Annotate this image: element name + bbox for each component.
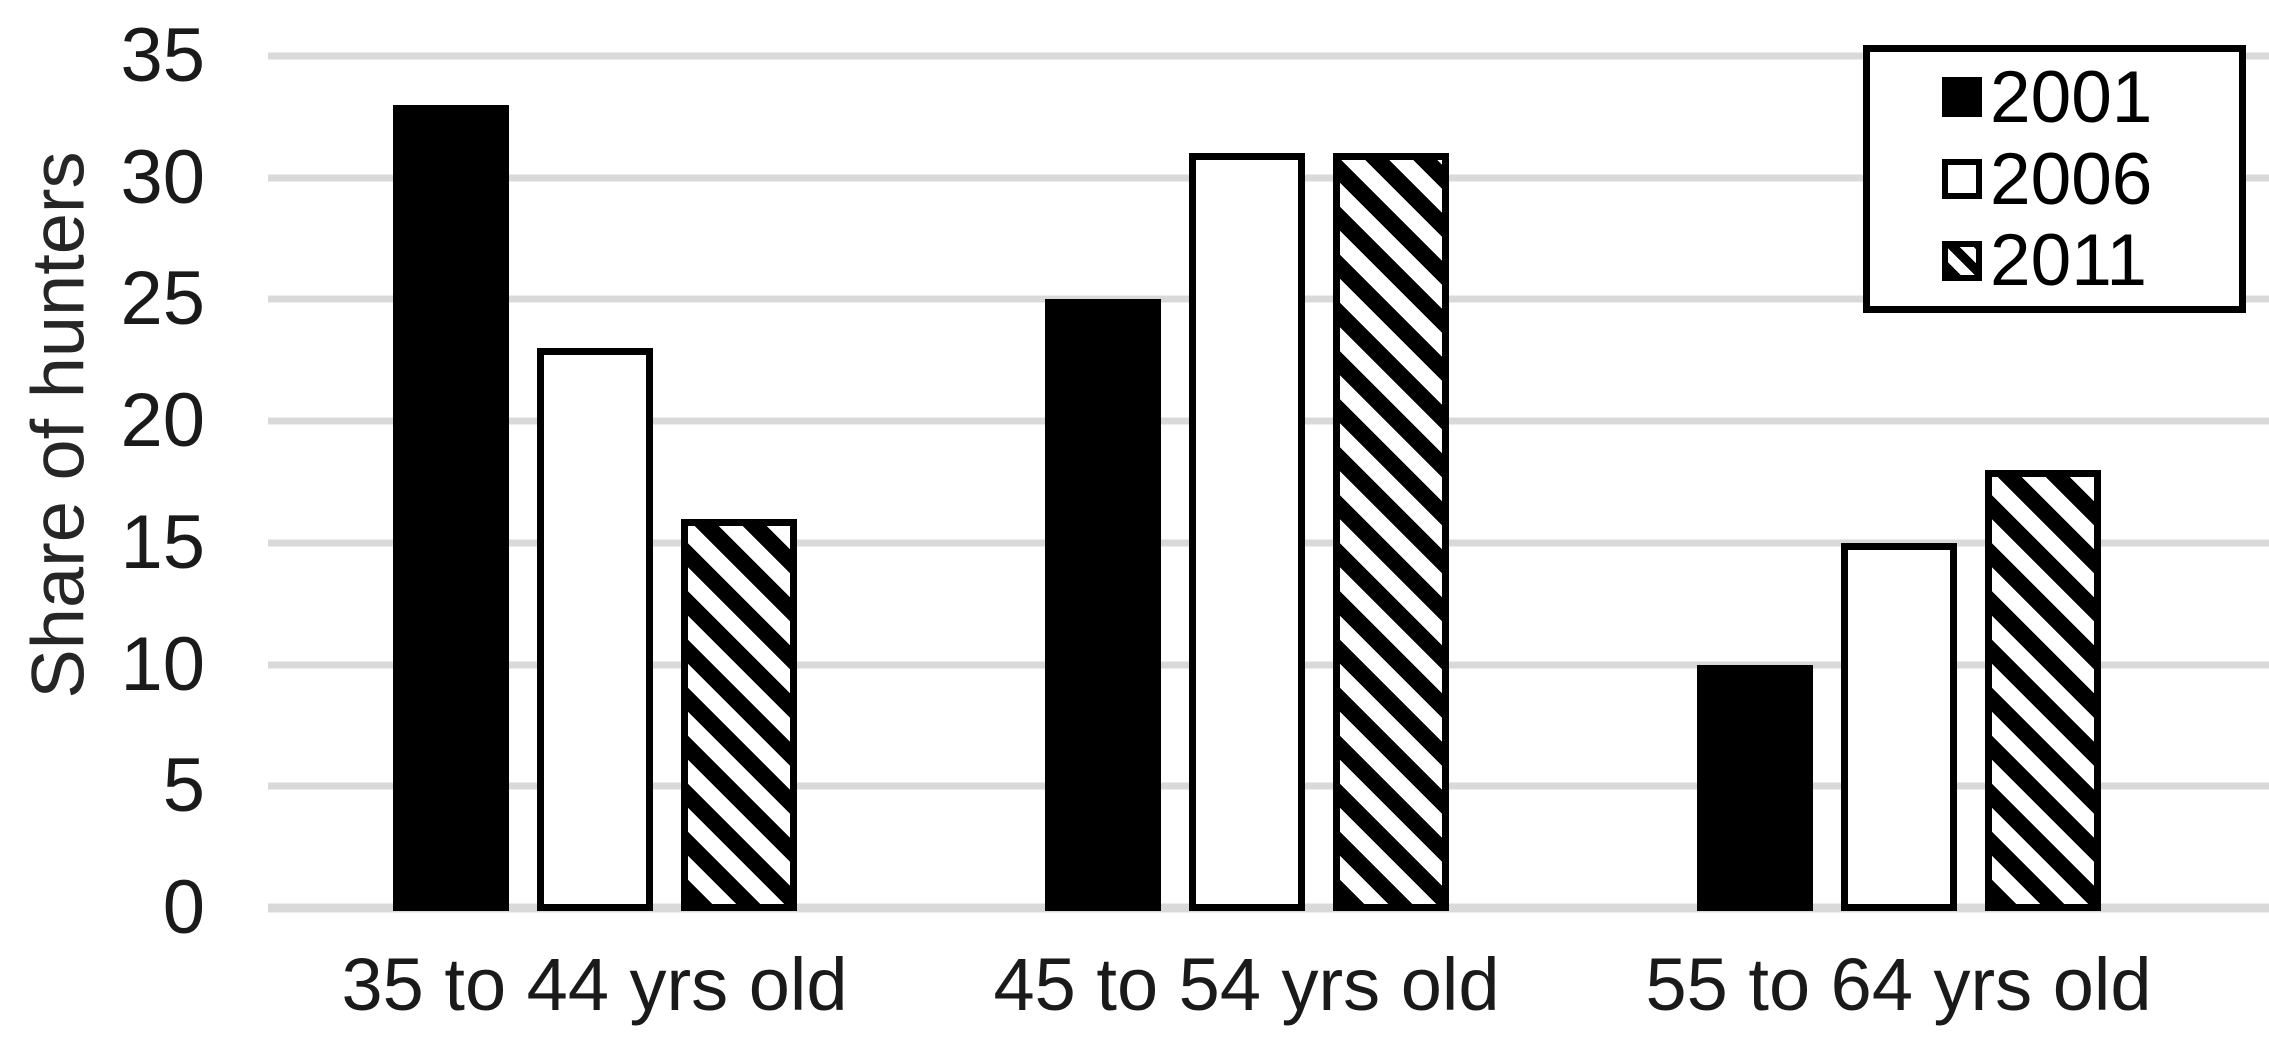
legend-label-2006: 2006 <box>1990 138 2153 220</box>
bar-2006-55-to-64-yrs-old <box>1840 542 1957 911</box>
legend-item-2001: 2001 <box>1942 61 2239 134</box>
legend-swatch-2011-icon <box>1942 240 1982 281</box>
legend-item-2011: 2011 <box>1942 224 2239 297</box>
y-tick-label-15: 15 <box>120 499 205 585</box>
x-axis-label-45-to-54-yrs-old: 45 to 54 yrs old <box>993 943 1500 1026</box>
y-tick-label-35: 35 <box>120 13 205 98</box>
bar-2006-45-to-54-yrs-old <box>1188 153 1305 911</box>
plot-area <box>268 52 2269 913</box>
y-tick-label-10: 10 <box>120 621 205 707</box>
legend-swatch-2006-icon <box>1942 159 1982 199</box>
y-tick-label-0: 0 <box>162 865 205 950</box>
legend-label-2001: 2001 <box>1990 56 2153 138</box>
x-axis-label-35-to-44-yrs-old: 35 to 44 yrs old <box>341 943 848 1026</box>
legend: 2001 2006 2011 <box>1863 45 2246 313</box>
gridline-35 <box>268 52 2269 60</box>
legend-item-2006: 2006 <box>1942 143 2239 216</box>
y-tick-label-30: 30 <box>120 134 205 220</box>
bar-2006-35-to-44-yrs-old <box>536 348 653 911</box>
y-tick-label-20: 20 <box>120 378 205 464</box>
x-axis-label-55-to-64-yrs-old: 55 to 64 yrs old <box>1645 943 2152 1026</box>
bar-2001-45-to-54-yrs-old <box>1044 299 1161 911</box>
bar-2011-55-to-64-yrs-old <box>1984 469 2101 911</box>
legend-label-2011: 2011 <box>1990 220 2147 302</box>
bar-2011-35-to-44-yrs-old <box>680 518 797 911</box>
y-tick-label-25: 25 <box>120 256 205 342</box>
legend-swatch-2001-icon <box>1942 77 1982 118</box>
bar-2001-55-to-64-yrs-old <box>1696 664 1813 911</box>
bar-2011-45-to-54-yrs-old <box>1332 153 1449 911</box>
y-tick-label-5: 5 <box>162 743 205 829</box>
bar-2001-35-to-44-yrs-old <box>392 104 509 911</box>
